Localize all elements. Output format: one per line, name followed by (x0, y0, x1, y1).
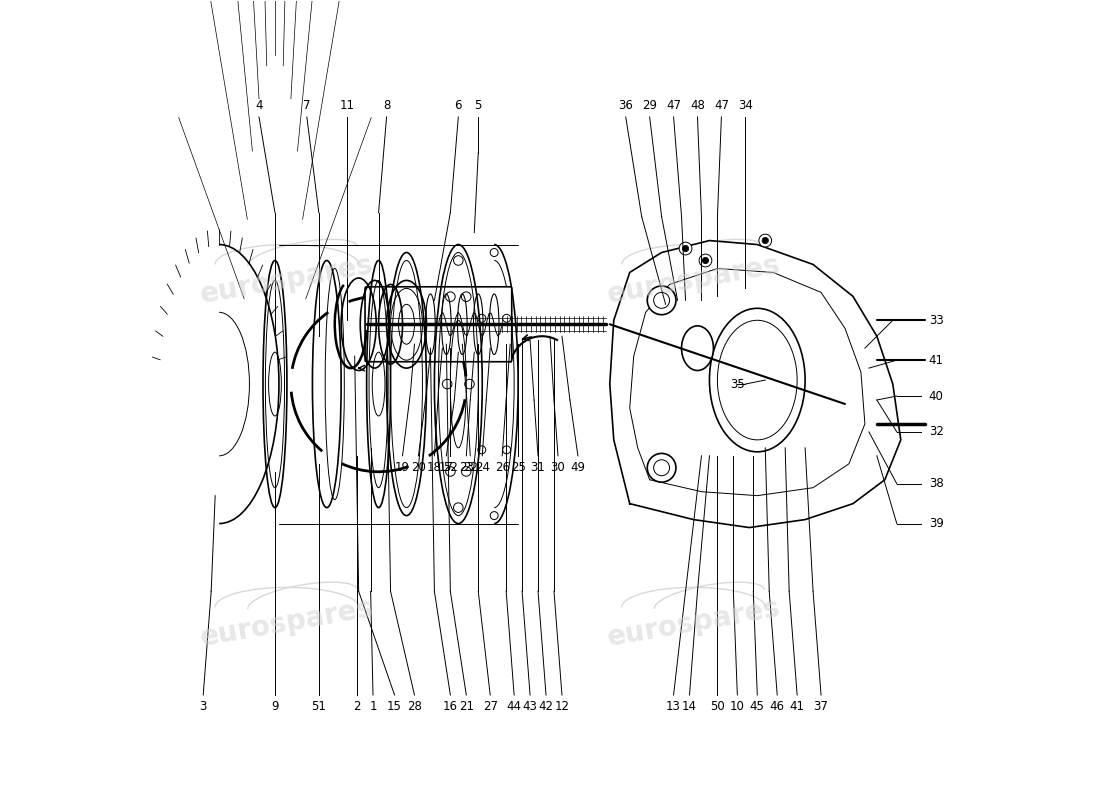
Text: 41: 41 (928, 354, 944, 366)
Text: 50: 50 (710, 701, 725, 714)
Circle shape (700, 254, 712, 267)
Text: 16: 16 (443, 701, 458, 714)
Text: 20: 20 (411, 462, 426, 474)
Text: 37: 37 (814, 701, 828, 714)
Text: 7: 7 (304, 98, 310, 111)
Text: 30: 30 (551, 462, 565, 474)
Text: 38: 38 (928, 478, 944, 490)
Text: 17: 17 (439, 462, 454, 474)
Text: 42: 42 (539, 701, 553, 714)
Text: 22: 22 (463, 462, 477, 474)
Text: 21: 21 (459, 701, 474, 714)
Text: 51: 51 (311, 701, 327, 714)
Text: 44: 44 (507, 701, 521, 714)
Text: 48: 48 (690, 98, 705, 111)
Circle shape (647, 454, 676, 482)
Text: 18: 18 (427, 462, 442, 474)
Text: 28: 28 (407, 701, 422, 714)
Text: 46: 46 (770, 701, 784, 714)
Text: 12: 12 (554, 701, 570, 714)
Text: 36: 36 (618, 98, 634, 111)
FancyBboxPatch shape (365, 286, 512, 362)
Text: 6: 6 (454, 98, 462, 111)
Text: 40: 40 (928, 390, 944, 402)
Text: 13: 13 (667, 701, 681, 714)
Text: eurospares: eurospares (198, 251, 376, 310)
Text: 24: 24 (475, 462, 490, 474)
Text: 33: 33 (928, 314, 944, 326)
Text: 47: 47 (667, 98, 681, 111)
Text: 49: 49 (571, 462, 585, 474)
Text: 15: 15 (387, 701, 402, 714)
Text: 43: 43 (522, 701, 538, 714)
Text: 10: 10 (730, 701, 745, 714)
Text: 1: 1 (370, 701, 377, 714)
Text: 41: 41 (790, 701, 804, 714)
Text: 11: 11 (339, 98, 354, 111)
Circle shape (762, 238, 769, 244)
Text: 39: 39 (928, 517, 944, 530)
Circle shape (682, 246, 689, 252)
Text: 34: 34 (738, 98, 752, 111)
Text: 5: 5 (474, 98, 482, 111)
Circle shape (679, 242, 692, 255)
Text: 23: 23 (459, 462, 474, 474)
Text: 45: 45 (750, 701, 764, 714)
Text: 27: 27 (483, 701, 497, 714)
Ellipse shape (682, 326, 714, 370)
Text: 35: 35 (730, 378, 745, 390)
Ellipse shape (710, 308, 805, 452)
Text: eurospares: eurospares (605, 594, 782, 652)
Circle shape (759, 234, 771, 247)
Text: 9: 9 (272, 701, 278, 714)
Text: 31: 31 (530, 462, 546, 474)
Text: eurospares: eurospares (198, 594, 376, 652)
Text: 52: 52 (443, 462, 458, 474)
Text: 3: 3 (199, 701, 207, 714)
Text: 25: 25 (510, 462, 526, 474)
Circle shape (702, 258, 708, 264)
Text: 2: 2 (353, 701, 361, 714)
Text: 8: 8 (383, 98, 390, 111)
Text: 26: 26 (495, 462, 509, 474)
Text: 14: 14 (682, 701, 697, 714)
Text: 19: 19 (395, 462, 410, 474)
Text: 32: 32 (928, 426, 944, 438)
Polygon shape (609, 241, 901, 527)
Text: 29: 29 (642, 98, 657, 111)
Text: 4: 4 (255, 98, 263, 111)
Circle shape (647, 286, 676, 314)
Text: eurospares: eurospares (605, 251, 782, 310)
Text: 47: 47 (714, 98, 729, 111)
